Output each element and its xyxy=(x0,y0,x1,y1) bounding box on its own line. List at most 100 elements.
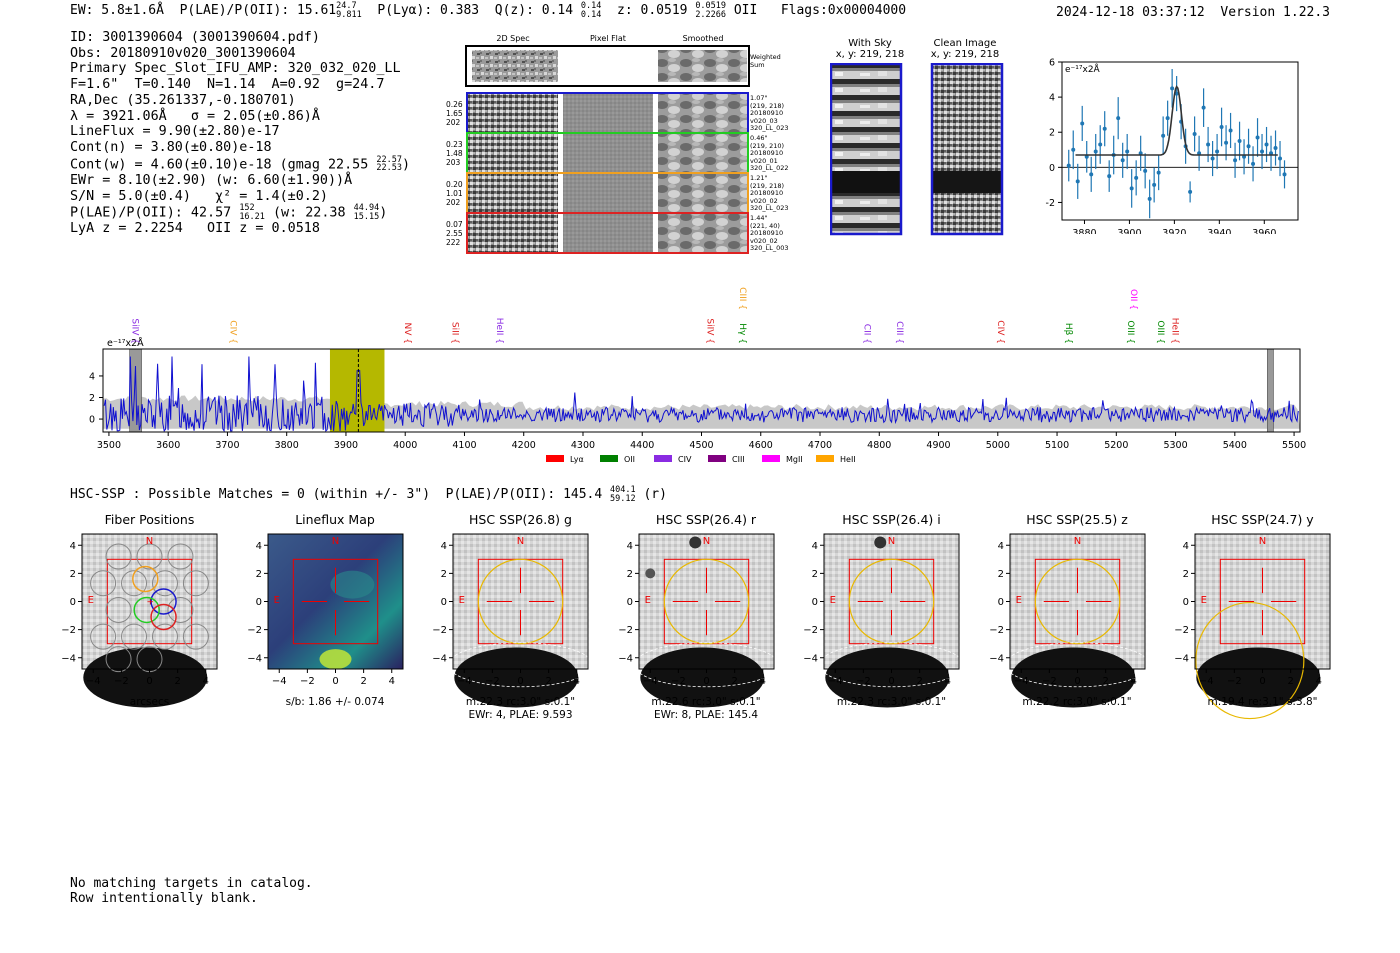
x-tick-label: 4800 xyxy=(867,440,891,451)
panel-sublabel: m:22.2 rc:3.0" s:0.1" xyxy=(1022,696,1132,708)
with-sky-image xyxy=(830,63,903,236)
cutout-grid xyxy=(465,45,750,254)
data-point xyxy=(1161,133,1166,138)
panel-title: HSC SSP(25.5) z xyxy=(1026,512,1128,527)
panel-image: N E −4 −4 −2 −2 0 0 2 2 4 4 xyxy=(432,533,593,708)
panel-sublabel: m:19.4 re:3.1" s:3.8" xyxy=(1207,696,1318,708)
legend-swatch xyxy=(708,455,726,462)
data-point xyxy=(1102,126,1107,131)
x-tick-label: −4 xyxy=(1013,676,1028,687)
hsc-summary-err: 404.1 59.12 xyxy=(610,486,636,503)
x-tick-label: 4 xyxy=(574,676,580,687)
panel-title: HSC SSP(26.4) r xyxy=(655,512,757,527)
y-tick-label: 0 xyxy=(1049,163,1055,174)
fiber-circle xyxy=(151,570,178,597)
x-tick-label: 5400 xyxy=(1223,440,1247,451)
flags-value: Flags:0x00004000 xyxy=(780,3,907,18)
y-tick-label: 2 xyxy=(70,569,76,580)
bright-source xyxy=(1196,647,1321,708)
aperture-ellipse xyxy=(1195,601,1305,720)
data-point xyxy=(1147,196,1152,201)
galaxy-ellipse xyxy=(819,642,964,688)
panel-image: + N E −4 −4 −2 −2 0 0 2 2 4 4 xyxy=(61,533,218,708)
cutout-left-value: 202 xyxy=(446,118,461,127)
aperture-box xyxy=(1219,558,1306,645)
smoothed-cutout xyxy=(658,94,748,132)
cutout-left-value: 203 xyxy=(446,158,461,167)
data-point xyxy=(1120,158,1125,163)
cutout-right-value: (221, 40) xyxy=(750,221,780,230)
catalog-notes: No matching targets in catalog. Row inten… xyxy=(70,876,313,906)
fiber-circle xyxy=(105,596,132,623)
line-flux: LineFlux = 9.90(±2.80)e-17 xyxy=(70,124,280,140)
cutout-right-value: 20180910 xyxy=(750,229,784,237)
cutout-row xyxy=(466,92,749,134)
x-tick-label: 4600 xyxy=(749,440,773,451)
x-tick-label: 3800 xyxy=(275,440,299,451)
cutout-right-value: v020_02 xyxy=(750,236,778,245)
aperture-circle xyxy=(848,558,935,645)
data-point xyxy=(1170,86,1175,91)
y-tick-label: 4 xyxy=(89,371,95,382)
x-tick-label: 3900 xyxy=(334,440,358,451)
bright-source xyxy=(639,647,764,708)
x-tick-label: 3900 xyxy=(1117,228,1141,234)
line-label: OIII { xyxy=(1125,320,1135,344)
line-label: OIII { xyxy=(1155,320,1165,344)
x-tick-label: −2 xyxy=(300,676,315,687)
plae-info-lo: 16.21 xyxy=(239,211,265,222)
data-point xyxy=(1224,140,1229,145)
fiber-circle-highlight xyxy=(150,603,177,631)
fiber-circle xyxy=(167,596,194,623)
flat-cutout xyxy=(563,134,653,172)
compass-north: N xyxy=(1259,536,1266,547)
clean-image-title: Clean Image xyxy=(933,38,997,49)
compass-north: N xyxy=(517,536,524,547)
x-tick-label: 3500 xyxy=(97,440,121,451)
x-tick-label: 3920 xyxy=(1162,228,1186,234)
legend-label: HeII xyxy=(840,455,856,464)
y-tick-label: 0 xyxy=(626,597,632,608)
smoothed-cutout xyxy=(658,214,748,252)
cutout-row xyxy=(466,132,749,174)
legend-swatch xyxy=(762,455,780,462)
x-tick-label: −4 xyxy=(828,676,843,687)
line-label: OII { xyxy=(1128,289,1138,310)
star xyxy=(874,536,887,549)
data-point xyxy=(1215,149,1220,154)
legend-swatch xyxy=(546,455,564,462)
x-tick-label: 2 xyxy=(731,676,737,687)
cutout-left-value: 0.07 xyxy=(446,220,463,229)
legend-label: Lyα xyxy=(570,455,584,464)
y-tick-label: 4 xyxy=(997,541,1003,552)
cutout-right-labels: 0.46" (219, 210) 20180910 v020_01 320_LL_022 xyxy=(750,134,789,173)
x-tick-label: 3880 xyxy=(1072,228,1096,234)
compass-north: N xyxy=(146,536,153,547)
data-point xyxy=(1089,172,1094,177)
y-tick-label: 0 xyxy=(89,415,95,426)
x-tick-label: 4 xyxy=(945,676,951,687)
sky-cutout xyxy=(638,534,774,669)
panel-image: N E −4 −4 −2 −2 0 0 2 2 4 4 xyxy=(1174,533,1331,720)
x-tick-label: 4 xyxy=(1130,676,1136,687)
line-label: SiIV { xyxy=(704,318,714,344)
fiber-circle xyxy=(105,646,132,673)
data-point xyxy=(1165,116,1170,121)
clean-image-title-block: Clean Image x, y: 219, 218 xyxy=(920,38,1010,60)
cutout-right-labels: 1.21" (219, 218) 20180910 v020_02 320_LL_023 xyxy=(750,174,789,213)
hsc-summary-hi: 404.1 xyxy=(610,485,636,495)
legend-label: CIV xyxy=(678,455,692,464)
y-tick-label: 0 xyxy=(255,597,261,608)
y-tick-label: 2 xyxy=(441,569,447,580)
y-tick-label: 2 xyxy=(1183,569,1189,580)
cutout-right-value: v020_02 xyxy=(750,196,778,205)
note-line-2: Row intentionally blank. xyxy=(70,891,258,906)
center-marker: + xyxy=(147,598,155,608)
line-label: Hγ { xyxy=(737,323,747,344)
x-tick-label: 3940 xyxy=(1207,228,1231,234)
bright-source xyxy=(1010,647,1135,708)
data-point xyxy=(1255,135,1260,140)
line-label: SiII { xyxy=(450,322,460,344)
y-tick-label: 2 xyxy=(812,569,818,580)
hsc-summary-text: HSC-SSP : Possible Matches = 0 (within +… xyxy=(70,487,603,502)
